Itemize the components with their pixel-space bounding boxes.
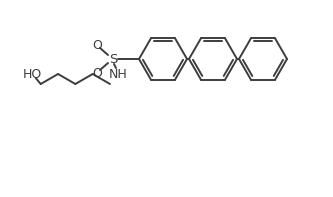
Text: O: O	[92, 67, 102, 80]
Text: S: S	[109, 52, 117, 65]
Text: O: O	[92, 38, 102, 51]
Text: NH: NH	[109, 68, 128, 81]
Text: HO: HO	[23, 68, 42, 81]
